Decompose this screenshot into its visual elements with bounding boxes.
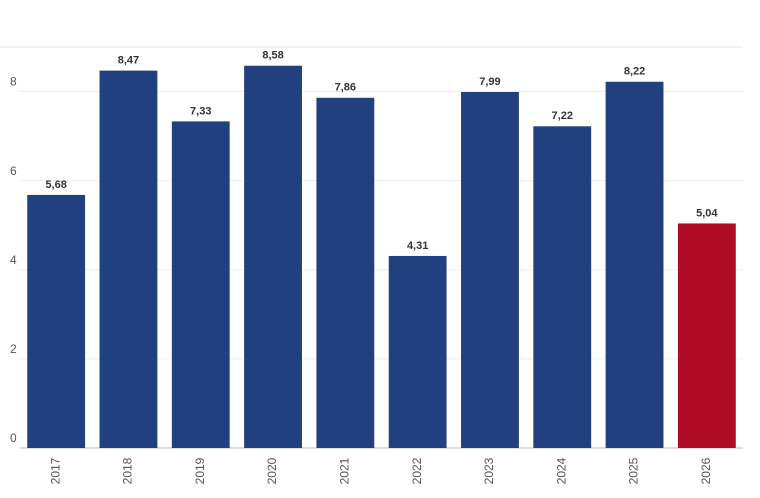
x-tick-label: 2026 bbox=[699, 457, 713, 484]
value-label: 7,22 bbox=[552, 110, 573, 122]
x-tick-label: 2025 bbox=[627, 457, 641, 484]
y-tick-label: 4 bbox=[10, 253, 17, 267]
y-tick-label: 2 bbox=[10, 342, 17, 356]
value-label: 4,31 bbox=[407, 240, 428, 252]
value-label: 7,86 bbox=[335, 82, 356, 94]
y-tick-label: 6 bbox=[10, 164, 17, 178]
value-label: 7,99 bbox=[479, 76, 500, 88]
x-tick-label: 2018 bbox=[121, 457, 135, 484]
value-label: 5,04 bbox=[696, 207, 718, 219]
bar bbox=[171, 121, 230, 448]
bar bbox=[461, 92, 519, 449]
bar bbox=[99, 70, 158, 448]
x-tick-label: 2024 bbox=[554, 457, 568, 484]
bar bbox=[388, 255, 447, 448]
x-tick-label: 2022 bbox=[410, 457, 424, 484]
y-tick-label: 0 bbox=[10, 431, 17, 445]
x-tick-label: 2023 bbox=[482, 457, 496, 484]
bar bbox=[605, 81, 664, 449]
bar bbox=[27, 194, 86, 448]
x-tick-label: 2020 bbox=[265, 457, 279, 484]
x-tick-label: 2019 bbox=[193, 457, 207, 484]
bar bbox=[533, 126, 592, 448]
x-tick-label: 2021 bbox=[338, 457, 352, 484]
value-label: 7,33 bbox=[190, 105, 211, 117]
y-tick-label: 8 bbox=[10, 75, 17, 89]
bar bbox=[244, 65, 302, 449]
x-tick-label: 2017 bbox=[48, 457, 62, 484]
value-label: 8,22 bbox=[624, 66, 645, 78]
value-label: 5,68 bbox=[45, 179, 66, 191]
value-label: 8,47 bbox=[118, 55, 139, 67]
value-label: 8,58 bbox=[262, 50, 283, 62]
bar bbox=[316, 97, 375, 448]
bar bbox=[677, 223, 736, 448]
